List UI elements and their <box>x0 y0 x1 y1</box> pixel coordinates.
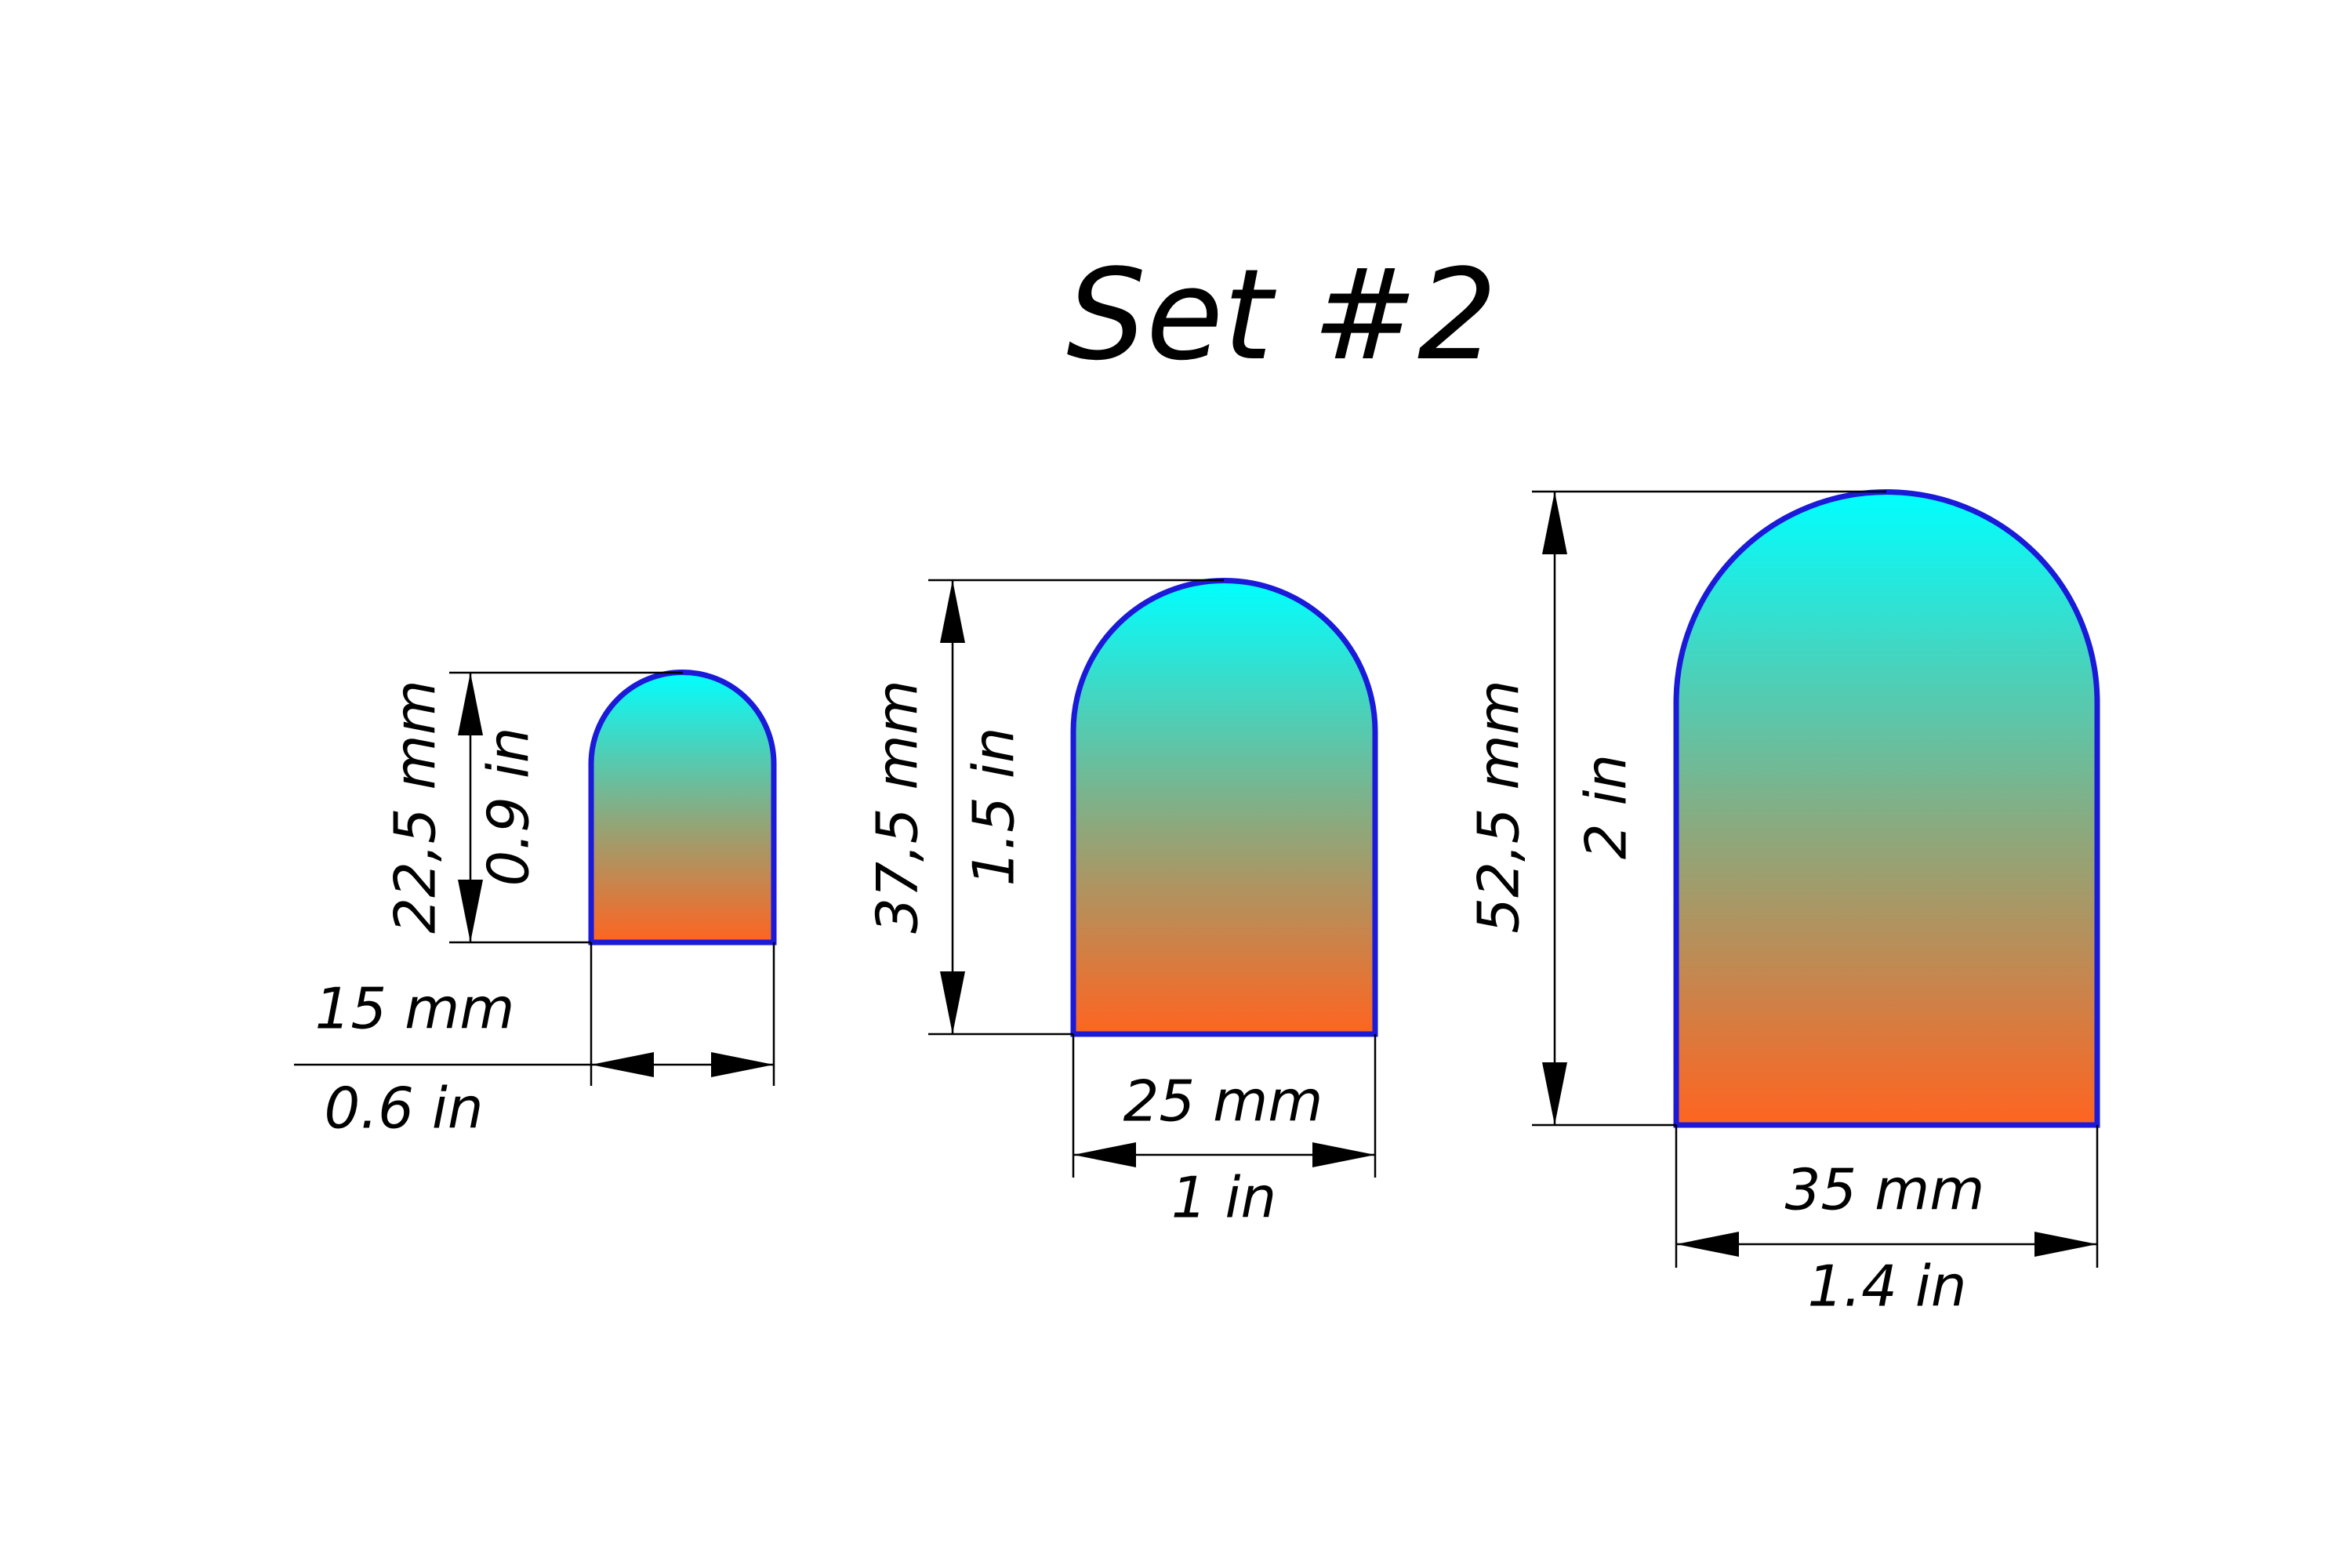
width-mm: 15 mm <box>315 976 515 1042</box>
profile <box>1673 489 2100 1128</box>
shape-3: 52,5 mm 2 in 35 mm 1.4 in <box>1466 489 2100 1319</box>
width-in: 1.4 in <box>1807 1254 1966 1319</box>
height-mm: 52,5 mm <box>1466 680 1532 933</box>
height-in: 2 in <box>1573 754 1639 859</box>
shape-1: 22,5 mm 0.9 in 15 mm 0.6 in <box>294 670 777 1142</box>
height-in: 0.9 in <box>476 727 542 886</box>
height-mm: 22,5 mm <box>383 680 448 933</box>
height-mm: 37,5 mm <box>865 680 931 933</box>
width-in: 1 in <box>1171 1165 1276 1231</box>
title: Set #2 <box>1066 241 1497 388</box>
profile <box>1070 578 1378 1037</box>
profile <box>588 670 777 946</box>
width-in: 0.6 in <box>324 1076 483 1142</box>
height-in: 1.5 in <box>961 727 1027 886</box>
width-mm: 25 mm <box>1123 1069 1323 1134</box>
shape-2: 37,5 mm 1.5 in 25 mm 1 in <box>865 578 1378 1231</box>
width-mm: 35 mm <box>1785 1157 1985 1223</box>
